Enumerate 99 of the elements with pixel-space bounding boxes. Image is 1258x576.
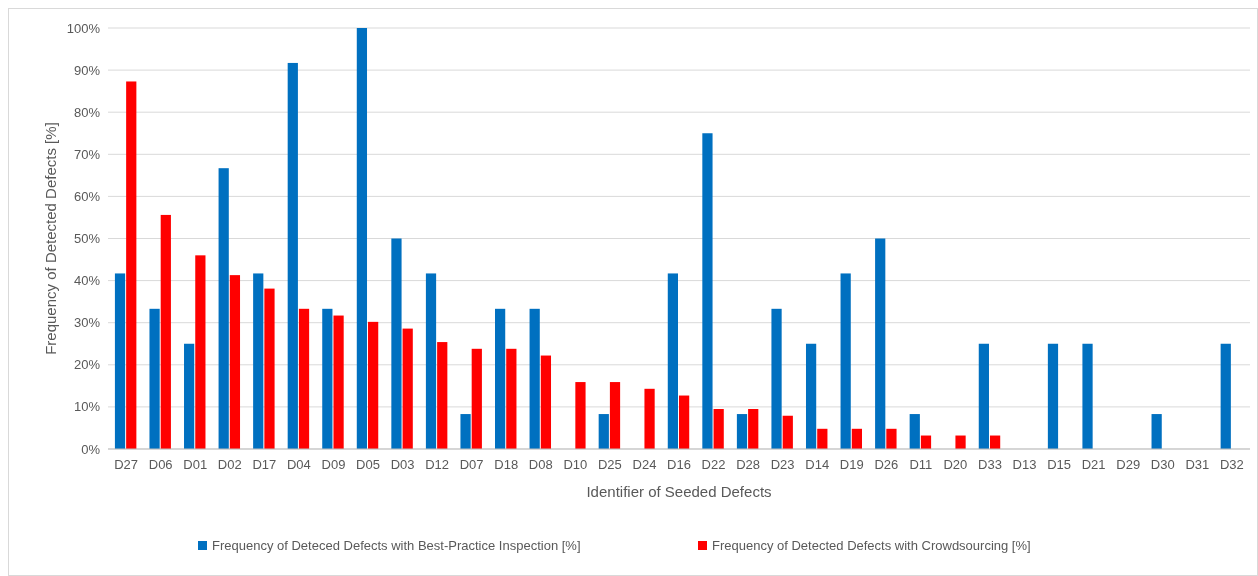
- bar: [875, 238, 886, 449]
- x-tick-label: D10: [563, 457, 588, 472]
- bar: [805, 343, 817, 449]
- x-tick-label: D06: [148, 457, 173, 472]
- bar: [391, 238, 402, 449]
- y-tick-label: 10%: [73, 399, 101, 415]
- bar: [886, 428, 897, 449]
- x-tick-label: D15: [1047, 457, 1072, 472]
- bar: [1151, 414, 1162, 449]
- x-tick-label: D13: [1012, 457, 1037, 472]
- bar: [840, 273, 851, 449]
- bar: [425, 273, 437, 449]
- x-tick-label: D32: [1219, 457, 1244, 472]
- y-tick-label: 20%: [73, 357, 101, 373]
- x-tick-label: D18: [494, 457, 519, 472]
- bar: [771, 308, 782, 449]
- x-tick-label: D17: [252, 457, 277, 472]
- bar: [702, 133, 713, 449]
- y-tick-label: 50%: [73, 231, 101, 247]
- x-tick-label: D25: [597, 457, 622, 472]
- bar: [679, 395, 690, 449]
- x-tick-label: D28: [736, 457, 761, 472]
- bar: [287, 62, 298, 449]
- x-tick-label: D24: [632, 457, 657, 472]
- bar: [195, 255, 206, 449]
- bar: [160, 214, 171, 449]
- y-tick-label: 100%: [66, 20, 101, 36]
- bar: [909, 414, 920, 449]
- x-tick-label: D08: [528, 457, 553, 472]
- x-tick-label: D09: [321, 457, 346, 472]
- x-tick-label: D19: [839, 457, 864, 472]
- y-tick-label: 90%: [73, 62, 101, 78]
- x-tick-label: D12: [425, 457, 450, 472]
- x-tick-label: D14: [805, 457, 830, 472]
- y-tick-label: 0%: [81, 441, 101, 457]
- bar: [298, 308, 310, 449]
- bar: [1047, 343, 1059, 449]
- x-tick-label: D23: [770, 457, 795, 472]
- bar: [782, 415, 793, 449]
- x-tick-label: D02: [217, 457, 242, 472]
- x-tick-label: D16: [667, 457, 691, 472]
- bar: [402, 328, 413, 449]
- x-tick-label: D04: [286, 457, 311, 472]
- bar: [229, 275, 241, 449]
- bar: [437, 342, 448, 449]
- bar: [184, 343, 195, 449]
- bar: [1220, 343, 1231, 449]
- bar: [471, 348, 482, 449]
- x-tick-label: D20: [943, 457, 968, 472]
- x-tick-label: D03: [390, 457, 415, 472]
- y-tick-label: 80%: [73, 104, 101, 120]
- bar: [506, 348, 517, 449]
- bar: [713, 409, 724, 449]
- y-axis-title: Frequency of Detected Defects [%]: [42, 122, 59, 355]
- x-tick-label: D22: [701, 457, 726, 472]
- bar: [748, 409, 759, 449]
- x-tick-label: D11: [909, 457, 933, 472]
- bar: [529, 308, 540, 449]
- y-tick-label: 60%: [73, 188, 101, 204]
- bar: [114, 273, 126, 449]
- legend-label: Frequency of Deteced Defects with Best-Practice Inspection [%]: [212, 538, 581, 553]
- y-tick-label: 70%: [73, 146, 101, 162]
- bar: [333, 315, 344, 449]
- bar: [460, 414, 471, 449]
- bar: [126, 81, 137, 449]
- bar: [149, 308, 160, 449]
- bar: [609, 382, 621, 449]
- x-tick-label: D29: [1116, 457, 1141, 472]
- x-tick-label: D05: [356, 457, 380, 472]
- bar: [851, 428, 862, 449]
- bar: [644, 388, 655, 449]
- x-tick-label: D07: [459, 457, 484, 472]
- x-tick-label: D27: [114, 457, 139, 472]
- bar: [495, 308, 506, 449]
- bar: [322, 308, 333, 449]
- bar: [540, 355, 552, 449]
- bar: [598, 414, 609, 449]
- x-tick-label: D01: [183, 457, 208, 472]
- bar: [218, 168, 229, 449]
- bar: [955, 435, 966, 449]
- x-tick-label: D33: [978, 457, 1002, 472]
- x-tick-label: D26: [874, 457, 899, 472]
- x-tick-label: D21: [1081, 457, 1106, 472]
- legend-label: Frequency of Detected Defects with Crowdsourcing [%]: [712, 538, 1031, 553]
- bar: [978, 343, 989, 449]
- bar: [575, 382, 586, 449]
- bar: [368, 321, 379, 449]
- bar: [253, 273, 264, 449]
- y-tick-label: 30%: [73, 315, 101, 331]
- bar: [1082, 343, 1093, 449]
- x-tick-label: D30: [1150, 457, 1175, 472]
- x-tick-label: D31: [1185, 457, 1210, 472]
- x-axis-title: Identifier of Seeded Defects: [586, 483, 772, 500]
- bar: [817, 428, 828, 449]
- y-tick-label: 40%: [73, 273, 101, 289]
- bar: [356, 28, 368, 449]
- bar: [667, 273, 678, 449]
- bar: [736, 414, 748, 449]
- bar: [264, 288, 275, 449]
